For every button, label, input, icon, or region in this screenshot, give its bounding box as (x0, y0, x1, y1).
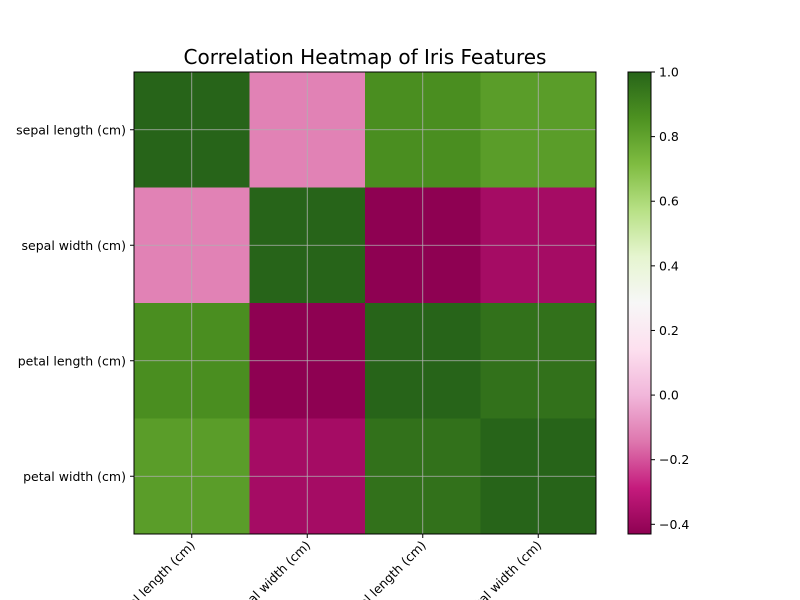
colorbar-tick-label: −0.4 (659, 517, 689, 532)
y-tick-label: sepal length (cm) (16, 122, 126, 137)
colorbar-tick-label: 0.2 (659, 323, 679, 338)
y-tick-label: sepal width (cm) (22, 238, 126, 253)
x-tick-label: sepal length (cm) (110, 538, 198, 600)
x-tick-label: sepal width (cm) (229, 538, 313, 600)
plot-frame (133, 71, 597, 535)
x-tick-label: petal width (cm) (461, 538, 544, 600)
y-tick-label: petal length (cm) (18, 353, 126, 368)
colorbar-tick-label: 1.0 (659, 65, 679, 80)
colorbar-tick-label: 0.8 (659, 129, 679, 144)
colorbar-tick-label: −0.2 (659, 452, 689, 467)
colorbar-gradient (627, 71, 652, 535)
colorbar-tick-label: 0.0 (659, 388, 679, 403)
y-axis: sepal length (cm) sepal width (cm) petal l… (16, 122, 134, 484)
x-axis: sepal length (cm) sepal width (cm) petal l… (110, 534, 544, 600)
chart-title: Correlation Heatmap of Iris Features (184, 45, 547, 69)
colorbar-ticks: 1.0 0.8 0.6 0.4 0.2 0.0 −0.2 −0.4 (651, 65, 689, 532)
colorbar-tick-label: 0.4 (659, 258, 679, 273)
heatmap-cells (134, 72, 597, 535)
x-tick-label: petal length (cm) (342, 538, 429, 600)
heatmap-gridlines (134, 72, 596, 534)
y-tick-label: petal width (cm) (23, 469, 126, 484)
colorbar-tick-label: 0.6 (659, 194, 679, 209)
colorbar: 1.0 0.8 0.6 0.4 0.2 0.0 −0.2 −0.4 (627, 65, 689, 535)
